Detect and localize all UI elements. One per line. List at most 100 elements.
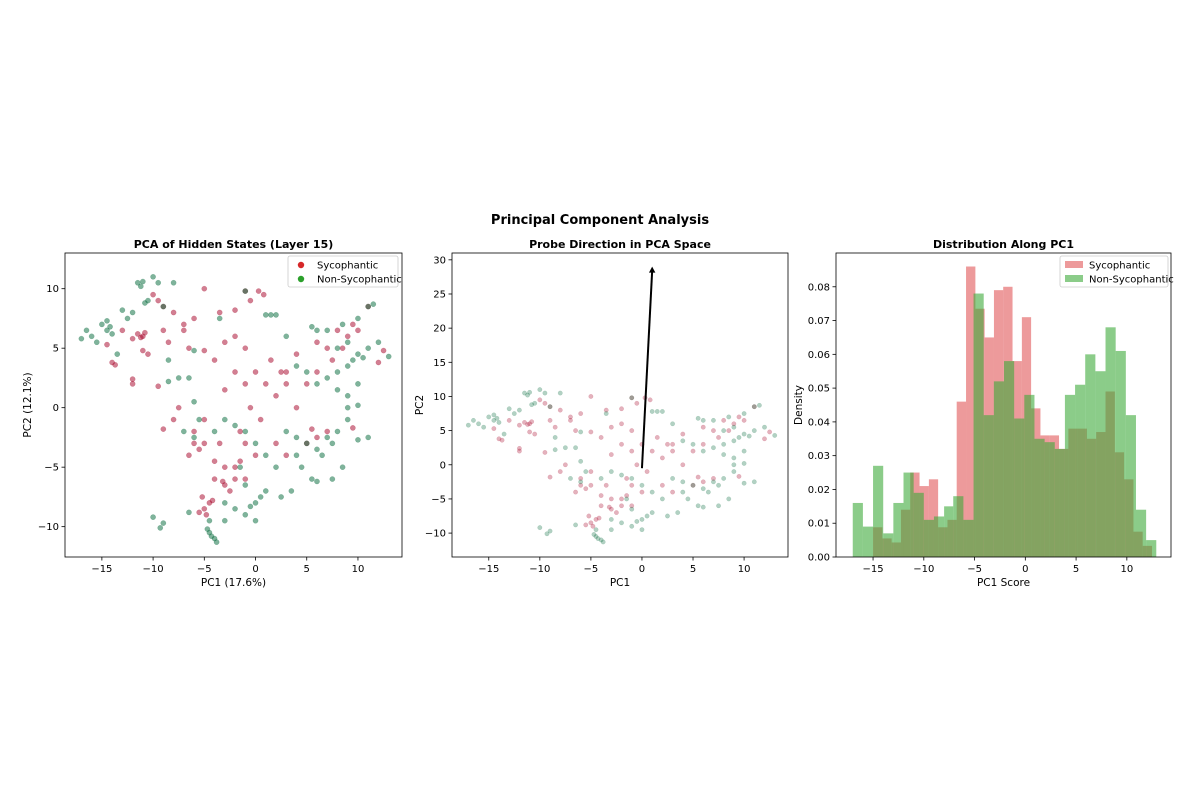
- non-sycophantic-point: [608, 527, 614, 533]
- non-sycophantic-point: [731, 455, 737, 461]
- non-sycophantic-point: [365, 345, 372, 352]
- non-sycophantic-bar: [953, 496, 964, 557]
- sycophantic-point: [355, 327, 361, 334]
- non-sycophantic-bar: [1095, 371, 1106, 557]
- sycophantic-point: [710, 428, 716, 434]
- non-sycophantic-point: [629, 475, 635, 481]
- non-sycophantic-point: [762, 424, 767, 430]
- non-sycophantic-point: [293, 452, 300, 459]
- sycophantic-point: [721, 417, 727, 423]
- non-sycophantic-point: [578, 479, 584, 485]
- sycophantic-point: [593, 516, 599, 522]
- non-sycophantic-point: [221, 517, 228, 524]
- non-sycophantic-point: [186, 509, 192, 516]
- non-sycophantic-point: [741, 480, 747, 486]
- non-sycophantic-point: [104, 317, 110, 324]
- non-sycophantic-bar: [852, 502, 863, 557]
- non-sycophantic-point: [324, 375, 331, 381]
- sycophantic-point: [186, 452, 192, 459]
- non-sycophantic-bar: [1125, 415, 1136, 557]
- non-sycophantic-point: [385, 353, 392, 360]
- non-sycophantic-point: [670, 421, 676, 427]
- non-sycophantic-point: [680, 438, 686, 444]
- y-tick-label: 0.00: [808, 553, 830, 564]
- non-sycophantic-point: [751, 404, 757, 410]
- sycophantic-point: [232, 333, 238, 340]
- non-sycophantic-bar: [963, 519, 974, 557]
- non-sycophantic-point: [675, 510, 681, 516]
- non-sycophantic-point: [370, 301, 377, 308]
- sycophantic-point: [596, 515, 602, 521]
- sycophantic-point: [160, 327, 167, 334]
- sycophantic-point: [578, 475, 584, 481]
- non-sycophantic-point: [114, 351, 121, 357]
- sycophantic-point: [216, 309, 223, 316]
- y-tick-label: 10: [46, 284, 59, 295]
- non-sycophantic-point: [211, 428, 218, 435]
- non-sycophantic-point: [314, 478, 320, 485]
- sycophantic-point: [329, 357, 336, 363]
- sycophantic-point: [603, 482, 609, 488]
- non-sycophantic-bar: [983, 415, 994, 557]
- sycophantic-point: [155, 383, 162, 390]
- non-sycophantic-point: [731, 424, 737, 430]
- non-sycophantic-point: [213, 539, 220, 545]
- non-sycophantic-point: [242, 428, 249, 435]
- sycophantic-point: [590, 523, 596, 529]
- sycophantic-point: [659, 455, 665, 461]
- non-sycophantic-point: [557, 390, 563, 396]
- non-sycophantic-bar: [1146, 540, 1157, 557]
- non-sycophantic-point: [721, 428, 727, 434]
- sycophantic-point: [647, 397, 653, 403]
- sycophantic-point: [209, 497, 216, 504]
- sycophantic-point: [619, 503, 624, 509]
- non-sycophantic-point: [344, 339, 351, 346]
- sycophantic-point: [252, 452, 259, 459]
- non-sycophantic-point: [191, 434, 197, 441]
- non-sycophantic-point: [716, 503, 722, 509]
- x-axis-label: PC1 (17.6%): [201, 577, 266, 589]
- non-sycophantic-point: [83, 327, 90, 334]
- non-sycophantic-point: [547, 404, 553, 410]
- non-sycophantic-point: [262, 312, 269, 318]
- non-sycophantic-point: [481, 424, 487, 430]
- y-tick-label: 0.01: [808, 519, 830, 530]
- sycophantic-point: [324, 428, 331, 435]
- sycophantic-point: [506, 417, 512, 423]
- legend-marker-non-sycophantic: [297, 275, 305, 283]
- sycophantic-point: [314, 369, 320, 375]
- sycophantic-point: [349, 321, 356, 328]
- non-sycophantic-bar: [1115, 350, 1126, 557]
- axes-frame: [451, 252, 789, 558]
- non-sycophantic-point: [562, 445, 568, 451]
- non-sycophantic-point: [639, 527, 645, 533]
- sycophantic-point: [180, 321, 187, 328]
- sycophantic-point: [654, 434, 660, 440]
- non-sycophantic-bar: [913, 492, 924, 557]
- non-sycophantic-point: [262, 488, 269, 494]
- sycophantic-point: [324, 345, 331, 352]
- non-sycophantic-point: [247, 503, 254, 510]
- sycophantic-point: [139, 347, 146, 354]
- y-tick-label: 0.03: [808, 451, 830, 462]
- sycophantic-point: [603, 407, 609, 413]
- sycophantic-point: [562, 462, 568, 468]
- non-sycophantic-point: [324, 327, 331, 334]
- sycophantic-point: [527, 429, 533, 435]
- non-sycophantic-point: [334, 428, 341, 435]
- non-sycophantic-point: [355, 402, 361, 409]
- non-sycophantic-point: [721, 475, 727, 481]
- sycophantic-point: [547, 404, 553, 410]
- non-sycophantic-point: [690, 441, 696, 447]
- sycophantic-point: [557, 407, 563, 413]
- non-sycophantic-point: [501, 431, 507, 437]
- y-tick-label: −10: [425, 529, 446, 540]
- y-tick-label: 0.04: [808, 417, 830, 428]
- non-sycophantic-point: [119, 307, 126, 313]
- non-sycophantic-point: [649, 489, 655, 495]
- non-sycophantic-point: [268, 312, 274, 318]
- sycophantic-point: [537, 397, 543, 403]
- sycophantic-point: [624, 493, 630, 498]
- non-sycophantic-point: [716, 482, 722, 488]
- panel-title: PCA of Hidden States (Layer 15): [134, 238, 334, 251]
